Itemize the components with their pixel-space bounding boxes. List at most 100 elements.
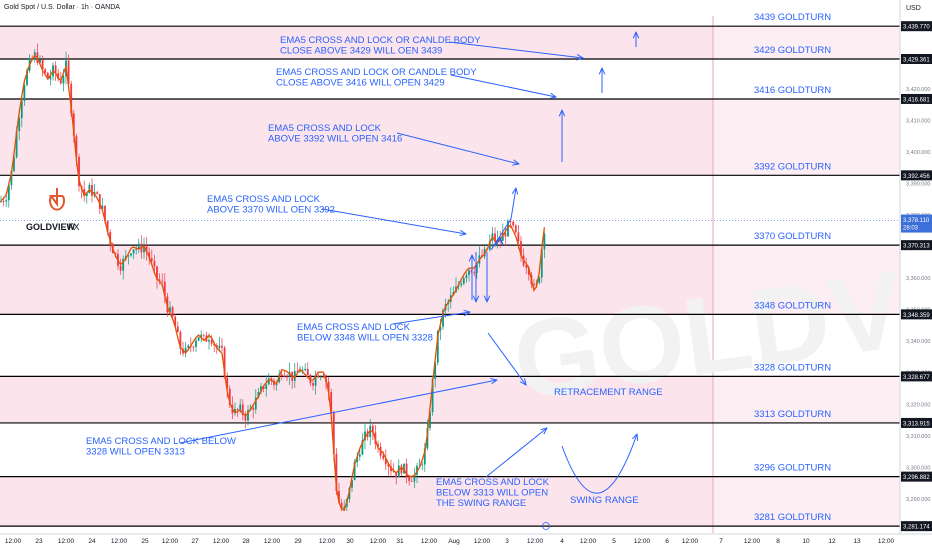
level-price-tag xyxy=(901,471,932,482)
candle-body xyxy=(226,377,229,389)
candle-body xyxy=(49,76,52,80)
candle-body xyxy=(286,376,288,378)
candle-body xyxy=(434,362,437,379)
candle-body xyxy=(462,278,465,284)
level-price-tag xyxy=(901,417,932,428)
y-tick-label: 3,400.000 xyxy=(906,150,930,156)
candle-body xyxy=(143,246,145,253)
x-tick-label: 12:00 xyxy=(580,538,597,545)
x-tick-label: 12:00 xyxy=(634,538,651,545)
candle-body xyxy=(351,480,353,488)
annotation-text: THE SWING RANGE xyxy=(436,498,526,509)
level-label: 3281 GOLDTURN xyxy=(754,512,831,523)
zigzag-arrow xyxy=(490,188,516,251)
candle-body xyxy=(187,345,190,348)
y-tick-label: 3,320.000 xyxy=(906,402,930,408)
candle-body xyxy=(538,277,541,283)
currency-label: USD xyxy=(906,5,921,12)
candle-body xyxy=(468,270,470,275)
candle-body xyxy=(244,415,247,421)
annotation-text: EMA5 CROSS AND LOCK xyxy=(207,194,321,205)
x-tick-label: 12:00 xyxy=(5,538,22,545)
candle-body xyxy=(135,249,138,250)
candle-body xyxy=(98,194,101,209)
candle-body xyxy=(241,404,244,416)
level-label: 3348 GOLDTURN xyxy=(754,300,831,311)
annotation-arrow xyxy=(179,380,497,444)
candle-body xyxy=(221,345,223,348)
candle-body xyxy=(62,76,65,84)
candle-body xyxy=(202,334,205,336)
candle-body xyxy=(163,281,166,297)
candle-body xyxy=(78,156,80,187)
x-tick-label: 29 xyxy=(294,538,302,545)
annotation-text: EMA5 CROSS AND LOCK xyxy=(436,477,550,488)
x-tick-label: 12:00 xyxy=(264,538,281,545)
level-price-tag-text: 3,429.361 xyxy=(903,57,930,63)
y-tick-label: 3,340.000 xyxy=(906,339,930,345)
y-tick-label: 3,390.000 xyxy=(906,182,930,188)
candle-body xyxy=(218,345,221,348)
candle-body xyxy=(460,283,463,286)
candle-body xyxy=(488,240,491,250)
candle-body xyxy=(475,263,478,273)
candle-body xyxy=(208,340,210,342)
candle-body xyxy=(75,136,78,157)
candle-body xyxy=(387,464,390,467)
candle-body xyxy=(10,171,13,186)
candle-body xyxy=(265,384,268,389)
x-tick-label: 12:00 xyxy=(319,538,336,545)
x-tick-label: 31 xyxy=(396,538,404,545)
candle-body xyxy=(57,73,60,80)
candle-body xyxy=(70,83,73,114)
annotation-text: EMA5 CROSS AND LOCK xyxy=(268,123,382,134)
annotation-text: CLOSE ABOVE 3416 WILL OPEN 3429 xyxy=(276,78,445,89)
candle-body xyxy=(101,205,104,209)
x-tick-label: 12 xyxy=(828,538,836,545)
candle-body xyxy=(2,201,5,202)
candle-body xyxy=(520,241,522,256)
level-label: 3328 GOLDTURN xyxy=(754,362,831,373)
x-tick-label: 25 xyxy=(141,538,149,545)
annotation-text: EMA5 CROSS AND LOCK BELOW xyxy=(86,436,236,447)
x-tick-label: 12:00 xyxy=(58,538,75,545)
level-price-tag xyxy=(901,309,932,320)
candle-body xyxy=(283,375,286,377)
candle-body xyxy=(371,425,374,433)
candle-body xyxy=(429,412,431,429)
level-label: 3296 GOLDTURN xyxy=(754,463,831,474)
candle-body xyxy=(525,265,528,268)
candle-body xyxy=(184,347,187,354)
level-price-tag xyxy=(901,240,932,251)
x-tick-label: 30 xyxy=(346,538,354,545)
candle-body xyxy=(236,409,239,411)
candle-body xyxy=(169,307,171,313)
candle-body xyxy=(44,69,47,73)
candle-body xyxy=(106,220,109,232)
candle-body xyxy=(423,448,426,465)
annotation-text: RETRACEMENT RANGE xyxy=(554,387,663,398)
level-price-tag xyxy=(901,170,932,181)
candle-body xyxy=(174,316,177,327)
candle-body xyxy=(267,378,270,385)
candle-body xyxy=(46,72,49,80)
level-label: 3416 GOLDTURN xyxy=(754,85,831,96)
level-label: 3392 GOLDTURN xyxy=(754,161,831,172)
zone-future xyxy=(713,26,900,59)
level-price-tag xyxy=(901,93,932,104)
symbol-header[interactable]: Gold Spot / U.S. Dollar · 1h · OANDA xyxy=(4,4,120,11)
candle-body xyxy=(239,404,242,411)
x-tick-label: 12:00 xyxy=(474,538,491,545)
candle-body xyxy=(312,383,314,386)
candle-body xyxy=(403,463,405,474)
candle-body xyxy=(158,279,161,281)
candle-body xyxy=(353,462,356,481)
candle-body xyxy=(72,113,75,137)
candle-body xyxy=(384,458,387,465)
candle-body xyxy=(512,221,515,226)
logo-brand-bold: GOLDVIEW xyxy=(26,222,76,232)
price-axis-bg xyxy=(900,0,932,550)
candle-body xyxy=(317,375,320,378)
candle-body xyxy=(509,221,512,222)
